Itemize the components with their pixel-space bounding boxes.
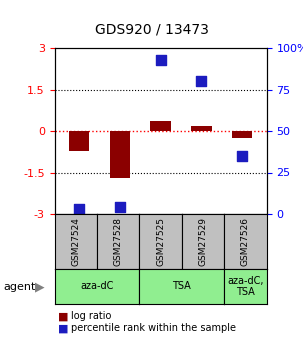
- Text: aza-dC,
TSA: aza-dC, TSA: [227, 276, 264, 297]
- Text: ▶: ▶: [35, 280, 45, 294]
- Text: ■: ■: [58, 312, 68, 321]
- Text: percentile rank within the sample: percentile rank within the sample: [71, 324, 236, 333]
- Text: ■: ■: [58, 324, 68, 333]
- Bar: [150, 121, 171, 131]
- Text: GSM27529: GSM27529: [198, 217, 208, 266]
- Bar: [69, 131, 89, 151]
- Point: [158, 57, 163, 63]
- Point: [117, 205, 122, 210]
- Text: log ratio: log ratio: [71, 312, 112, 321]
- Text: GSM27525: GSM27525: [156, 217, 165, 266]
- Text: GSM27528: GSM27528: [114, 217, 123, 266]
- Text: GDS920 / 13473: GDS920 / 13473: [95, 22, 208, 36]
- Text: agent: agent: [3, 282, 35, 292]
- Point: [77, 206, 82, 212]
- Point: [199, 79, 204, 84]
- Text: GSM27526: GSM27526: [241, 217, 250, 266]
- Text: GSM27524: GSM27524: [71, 217, 80, 266]
- Text: TSA: TSA: [172, 282, 191, 291]
- Bar: [232, 131, 252, 138]
- Text: aza-dC: aza-dC: [80, 282, 114, 291]
- Bar: [191, 126, 211, 131]
- Bar: [110, 131, 130, 178]
- Point: [240, 153, 245, 159]
